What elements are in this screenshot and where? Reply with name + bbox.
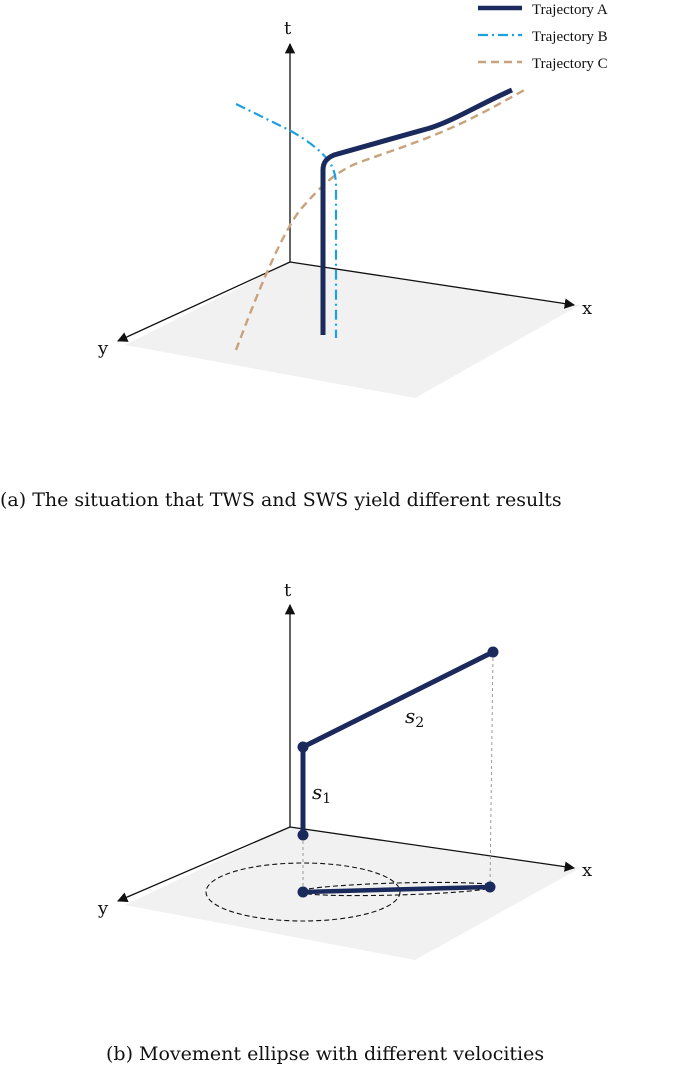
- label-s1: s1: [312, 780, 331, 807]
- t-axis-label-b: t: [284, 580, 292, 601]
- point-ground-start: [297, 886, 309, 898]
- ground-plane-b: [125, 827, 580, 960]
- x-axis-a: [289, 261, 576, 309]
- segment-s2: [301, 649, 495, 750]
- y-axis-a: [117, 261, 291, 342]
- point-s1-end: [297, 741, 309, 753]
- x-axis-label-b: x: [582, 860, 592, 881]
- point-ground-end: [484, 881, 496, 893]
- panel-b: t x y s1 s2 (b) Movement ellipse with di…: [97, 580, 592, 1065]
- caption-a: (a) The situation that TWS and SWS yield…: [0, 489, 562, 511]
- legend-label-a: Trajectory A: [532, 2, 608, 18]
- t-axis-label-a: t: [284, 18, 292, 39]
- legend-a: Trajectory A Trajectory B Trajectory C: [478, 2, 608, 72]
- x-axis-b: [289, 826, 576, 872]
- panel-a: t x y Trajectory A Trajectory B Trajecto…: [0, 2, 608, 511]
- trajectory-c: [234, 86, 529, 351]
- legend-label-c: Trajectory C: [532, 56, 608, 72]
- movement-ellipse-large: [205, 862, 401, 922]
- point-s1-start: [297, 829, 309, 841]
- trajectory-a: [320, 87, 514, 335]
- label-s2: s2: [405, 704, 424, 731]
- legend-label-b: Trajectory B: [532, 29, 608, 45]
- caption-b: (b) Movement ellipse with different velo…: [106, 1043, 544, 1065]
- point-s2-end: [487, 646, 499, 658]
- y-axis-label-a: y: [97, 338, 109, 359]
- y-axis-label-b: y: [97, 898, 109, 919]
- x-axis-label-a: x: [582, 298, 592, 319]
- ground-plane-a: [125, 262, 580, 398]
- y-axis-b: [117, 826, 291, 903]
- projected-segment: [302, 884, 491, 895]
- projection-line-2: [489, 651, 494, 888]
